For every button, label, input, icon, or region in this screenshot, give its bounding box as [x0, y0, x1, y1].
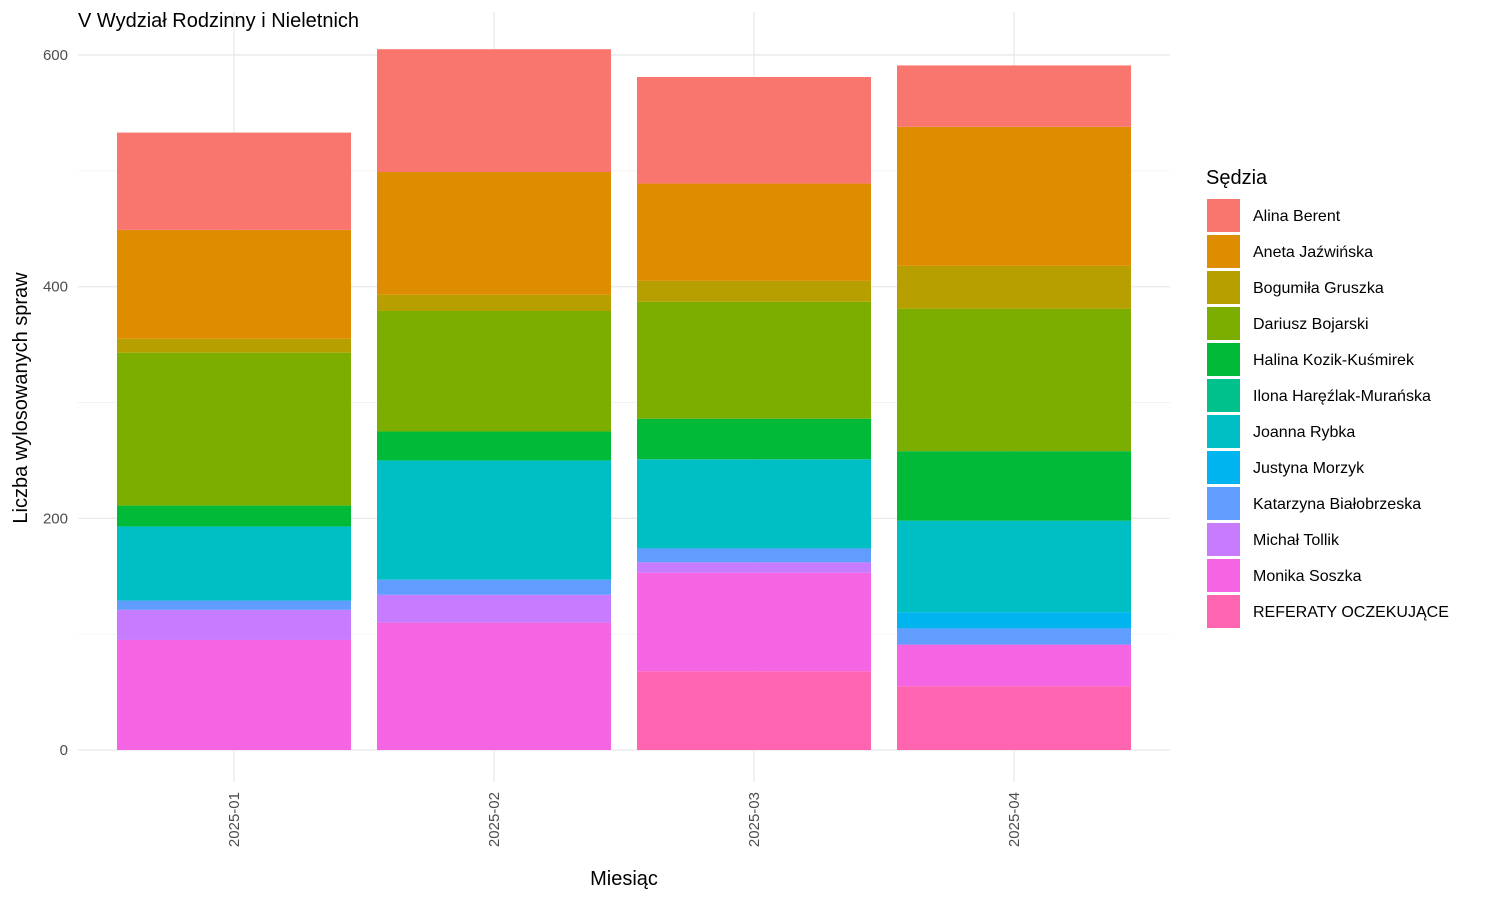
bar-segment [117, 609, 351, 640]
legend-label: Ilona Haręźlak-Murańska [1253, 388, 1431, 405]
legend: Sędzia Alina Berent Aneta Jaźwińska Bogumi… [1206, 167, 1449, 628]
legend-key [1207, 595, 1240, 628]
legend-label: Dariusz Bojarski [1253, 316, 1369, 333]
x-tick-labels: 2025-01 2025-02 2025-03 2025-04 [226, 792, 1023, 847]
x-axis-title: Miesiąc [590, 868, 658, 890]
bar-segment [117, 132, 351, 230]
y-axis-title: Liczba wylosowanych spraw [10, 272, 32, 524]
bar-segment [377, 49, 611, 172]
bar-segment [117, 505, 351, 527]
bar-segment [637, 572, 871, 672]
bar-segment [377, 310, 611, 432]
y-tick-label: 600 [43, 47, 68, 64]
bar-segment [377, 594, 611, 623]
x-tick-label: 2025-04 [1006, 792, 1023, 847]
legend-label: REFERATY OCZEKUJĄCE [1253, 604, 1449, 621]
bar-segment [117, 639, 351, 750]
legend-label: Michał Tollik [1253, 532, 1340, 549]
legend-label: Katarzyna Białobrzeska [1253, 496, 1421, 513]
legend-key [1207, 235, 1240, 268]
bar-segment [897, 612, 1131, 629]
legend-title: Sędzia [1206, 167, 1268, 189]
bar-segment [897, 628, 1131, 645]
bar-segment [637, 183, 871, 281]
bar-segment [637, 671, 871, 750]
bar-segment [637, 280, 871, 302]
legend-key [1207, 415, 1240, 448]
bar-segment [897, 520, 1131, 613]
bar-segment [897, 126, 1131, 266]
legend-label: Aneta Jaźwińska [1253, 244, 1373, 261]
bar-segment [117, 229, 351, 339]
legend-label: Justyna Morzyk [1253, 460, 1365, 477]
legend-label: Bogumiła Gruszka [1253, 280, 1384, 297]
bar-segment [377, 294, 611, 311]
bar-segment [637, 459, 871, 549]
bar-segment [637, 548, 871, 563]
bar-segment [117, 526, 351, 601]
legend-key [1207, 523, 1240, 556]
legend-key [1207, 271, 1240, 304]
legend-label: Monika Soszka [1253, 568, 1362, 585]
x-tick-label: 2025-02 [486, 792, 503, 847]
legend-key [1207, 379, 1240, 412]
bar-segment [377, 579, 611, 595]
bar-segment [117, 338, 351, 353]
bar-segment [637, 418, 871, 460]
bar-segment [117, 600, 351, 610]
y-tick-label: 0 [60, 742, 68, 759]
bar-segment [637, 77, 871, 184]
bar-segment [377, 431, 611, 461]
legend-label: Joanna Rybka [1253, 424, 1355, 441]
bar-segment [897, 265, 1131, 309]
bar-segment [377, 460, 611, 580]
chart-title: V Wydział Rodzinny i Nieletnich [78, 10, 359, 32]
y-tick-label: 400 [43, 279, 68, 296]
bar-segment [897, 65, 1131, 127]
bar-segment [117, 352, 351, 506]
bar-segment [897, 451, 1131, 521]
legend-key [1207, 451, 1240, 484]
y-tick-label: 200 [43, 510, 68, 527]
bar-segment [637, 301, 871, 419]
bar-segment [637, 562, 871, 573]
bar-segment [897, 308, 1131, 452]
legend-label: Alina Berent [1253, 208, 1341, 225]
legend-label: Halina Kozik-Kuśmirek [1253, 352, 1415, 369]
legend-key [1207, 343, 1240, 376]
bars-layer [117, 49, 1131, 750]
bar-segment [897, 644, 1131, 687]
legend-items: Alina Berent Aneta Jaźwińska Bogumiła Grus… [1207, 199, 1449, 628]
legend-key [1207, 199, 1240, 232]
legend-key [1207, 307, 1240, 340]
legend-key [1207, 487, 1240, 520]
bar-segment [377, 622, 611, 750]
bar-segment [897, 686, 1131, 750]
x-tick-label: 2025-01 [226, 792, 243, 847]
y-tick-labels: 0 200 400 600 [43, 47, 68, 759]
x-tick-label: 2025-03 [746, 792, 763, 847]
legend-key [1207, 559, 1240, 592]
bar-segment [377, 171, 611, 295]
